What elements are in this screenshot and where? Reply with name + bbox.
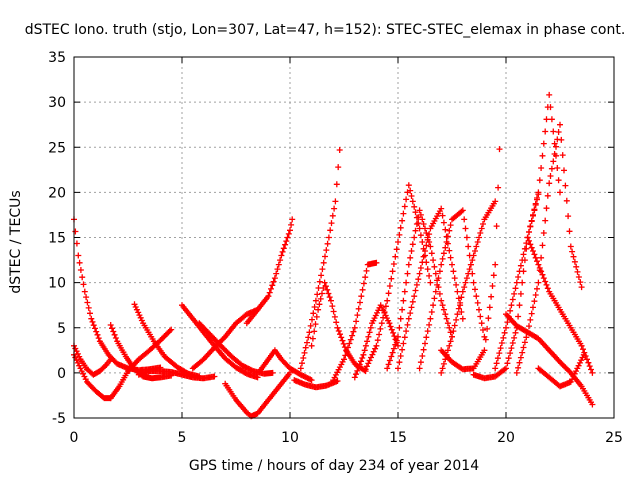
series-markers xyxy=(395,205,466,372)
data-series xyxy=(243,216,296,327)
series-markers xyxy=(438,198,499,376)
series-markers xyxy=(256,347,315,384)
series-markers xyxy=(297,147,343,372)
series-markers xyxy=(196,320,276,377)
series-markers xyxy=(535,351,587,390)
x-tick-label: 10 xyxy=(281,430,299,446)
series-markers xyxy=(189,306,261,372)
series-markers xyxy=(524,234,596,376)
data-series xyxy=(189,306,261,372)
data-series xyxy=(535,351,587,390)
x-tick-label: 15 xyxy=(389,430,407,446)
y-tick-label: 20 xyxy=(48,185,66,201)
data-series xyxy=(135,368,218,382)
series-markers xyxy=(243,216,296,327)
series-markers xyxy=(135,368,218,382)
plot-frame xyxy=(73,56,615,419)
x-tick-label: 5 xyxy=(178,430,187,446)
grid xyxy=(74,57,614,418)
y-tick-label: -5 xyxy=(52,411,66,427)
x-tick-label: 25 xyxy=(605,430,623,446)
x-axis-label: GPS time / hours of day 234 of year 2014 xyxy=(189,458,479,474)
x-tick-label: 20 xyxy=(497,430,515,446)
data-series xyxy=(330,259,380,384)
y-tick-label: 35 xyxy=(48,50,66,66)
chart-title: dSTEC Iono. truth (stjo, Lon=307, Lat=47… xyxy=(25,22,626,38)
y-tick-label: 5 xyxy=(57,321,66,337)
series-markers xyxy=(438,146,503,373)
data-series xyxy=(384,207,455,372)
data-series xyxy=(416,207,488,372)
y-tick-label: 10 xyxy=(48,276,66,292)
series-markers xyxy=(416,207,488,372)
data-series xyxy=(297,147,343,372)
series-markers xyxy=(384,207,455,372)
data-series xyxy=(438,146,503,373)
series-markers xyxy=(330,259,380,384)
data-series xyxy=(107,322,175,382)
data-series xyxy=(222,369,293,420)
y-axis-label: dSTEC / TECUs xyxy=(8,190,24,293)
y-tick-label: 30 xyxy=(48,95,66,111)
series-markers xyxy=(222,369,293,420)
y-tick-label: 15 xyxy=(48,231,66,247)
data-series xyxy=(395,205,466,372)
data-series xyxy=(524,234,596,376)
data-series xyxy=(513,121,585,376)
series-markers xyxy=(107,322,175,382)
data-series xyxy=(256,347,315,384)
series-markers xyxy=(513,121,585,376)
y-tick-label: 0 xyxy=(57,366,66,382)
plot-area xyxy=(71,91,596,420)
x-tick-label: 0 xyxy=(70,430,79,446)
y-tick-label: 25 xyxy=(48,140,66,156)
data-series xyxy=(196,320,276,377)
data-series xyxy=(438,198,499,376)
